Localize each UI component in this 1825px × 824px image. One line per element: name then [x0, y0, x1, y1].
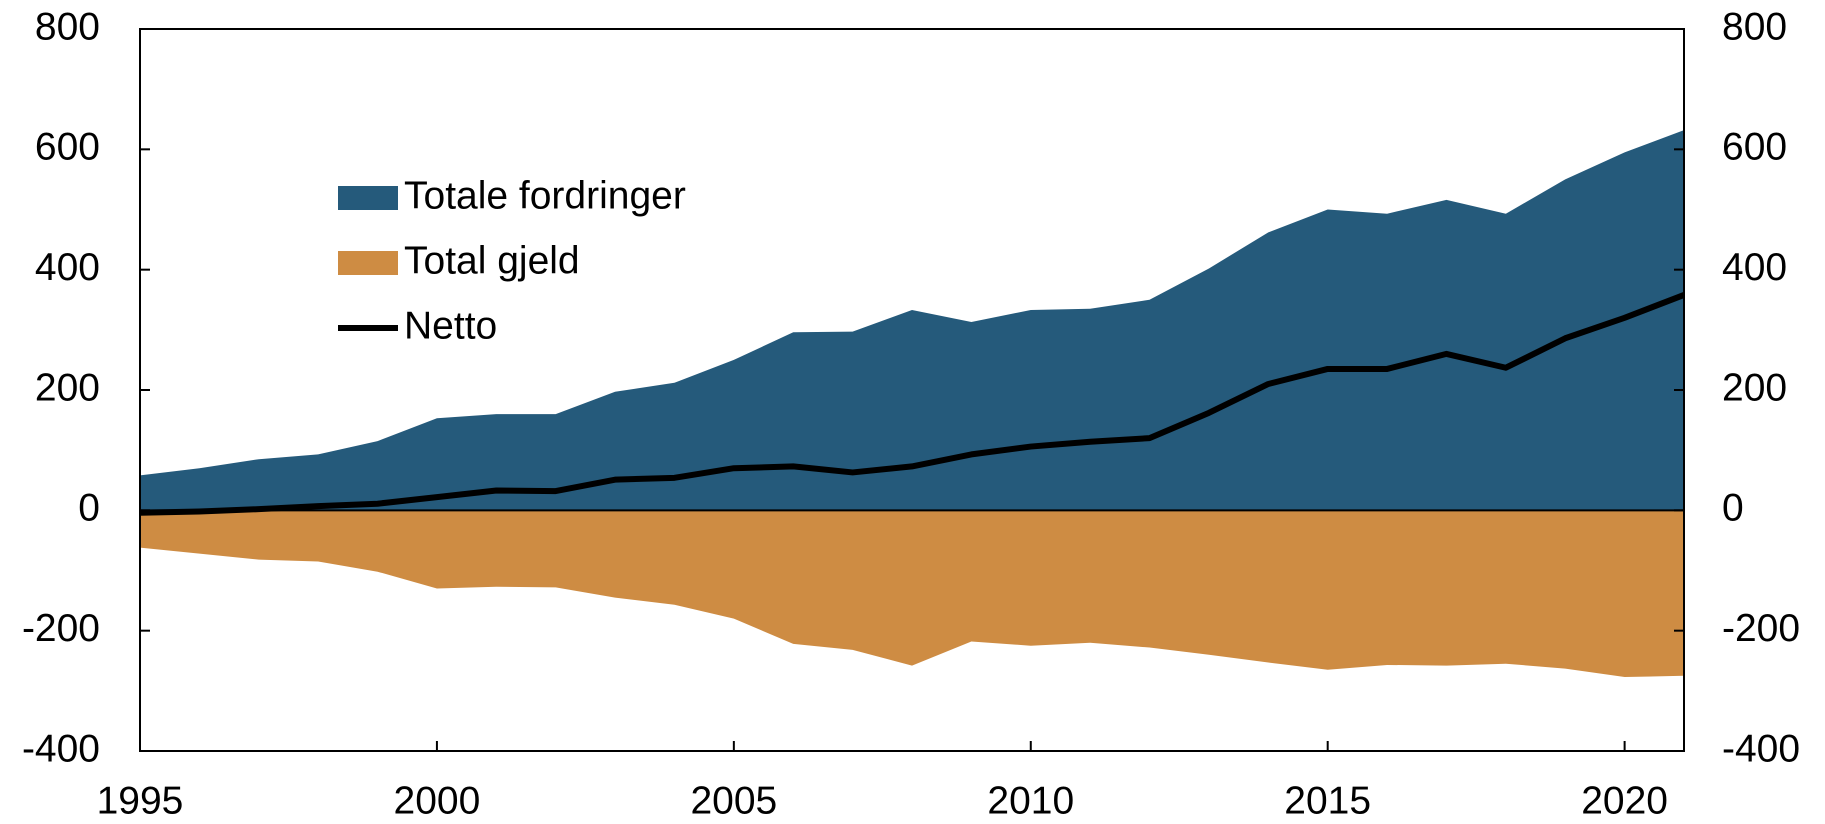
y-tick-label: 200 — [35, 366, 100, 409]
y2-tick-label: 400 — [1722, 246, 1787, 289]
legend-swatch — [338, 186, 398, 210]
legend-label: Netto — [404, 304, 497, 347]
y2-tick-label: 600 — [1722, 126, 1787, 169]
y-tick-label: 800 — [35, 5, 100, 48]
y-tick-label: 0 — [78, 487, 100, 530]
x-tick-label: 2015 — [1284, 779, 1371, 822]
x-tick-label: 2010 — [987, 779, 1074, 822]
legend-label: Total gjeld — [404, 239, 580, 282]
area — [140, 130, 1684, 511]
area — [140, 510, 1684, 677]
y2-tick-label: -200 — [1722, 607, 1800, 650]
x-tick-label: 1995 — [97, 779, 184, 822]
y2-tick-label: 800 — [1722, 5, 1787, 48]
y-tick-label: 600 — [35, 126, 100, 169]
x-tick-label: 2000 — [394, 779, 481, 822]
line — [139, 292, 1686, 516]
legend-label: Totale fordringer — [404, 174, 686, 217]
y2-tick-label: -400 — [1722, 727, 1800, 770]
y2-tick-label: 200 — [1722, 366, 1787, 409]
x-tick-label: 2005 — [690, 779, 777, 822]
y-tick-label: -400 — [22, 727, 100, 770]
legend-swatch — [338, 251, 398, 275]
x-tick-label: 2020 — [1581, 779, 1668, 822]
y-tick-label: -200 — [22, 607, 100, 650]
y-tick-label: 400 — [35, 246, 100, 289]
y2-tick-label: 0 — [1722, 487, 1744, 530]
